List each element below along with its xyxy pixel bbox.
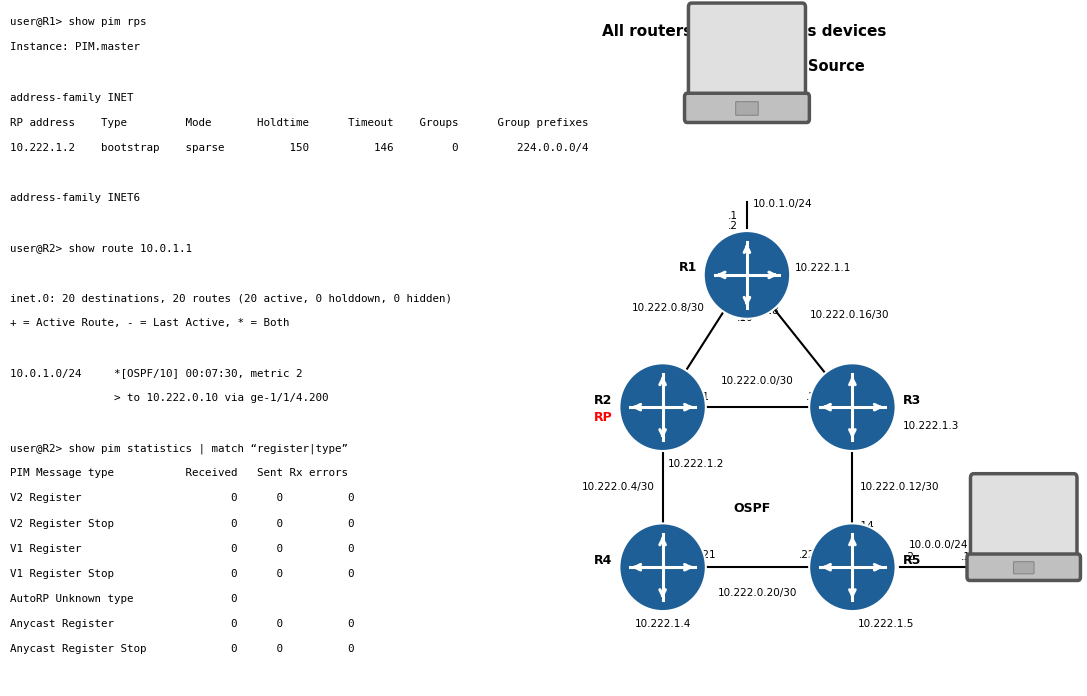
Text: PIM Message type           Received   Sent Rx errors: PIM Message type Received Sent Rx errors: [11, 468, 349, 478]
Text: .6: .6: [648, 525, 658, 535]
Text: 10.222.1.5: 10.222.1.5: [858, 619, 914, 629]
Text: R2: R2: [595, 394, 613, 406]
Text: V2 Register Stop                  0      0          0: V2 Register Stop 0 0 0: [11, 519, 355, 528]
Text: .2: .2: [727, 221, 737, 230]
Ellipse shape: [620, 523, 705, 611]
Text: user@R1> show pim rps: user@R1> show pim rps: [11, 17, 147, 27]
Text: .1: .1: [727, 211, 737, 221]
Text: .18: .18: [763, 306, 780, 316]
Text: 10.222.0.0/30: 10.222.0.0/30: [721, 377, 794, 386]
Text: 10.222.0.20/30: 10.222.0.20/30: [717, 588, 797, 598]
Text: + = Active Route, - = Last Active, * = Both: + = Active Route, - = Last Active, * = B…: [11, 318, 290, 328]
Text: RP: RP: [594, 411, 613, 424]
Text: 10.0.1.0/24     *[OSPF/10] 00:07:30, metric 2: 10.0.1.0/24 *[OSPF/10] 00:07:30, metric …: [11, 368, 303, 378]
Text: .5: .5: [648, 439, 658, 450]
Text: All routers are MX Series devices: All routers are MX Series devices: [602, 24, 886, 40]
Text: 10.222.1.1: 10.222.1.1: [795, 263, 851, 273]
Text: R4: R4: [595, 554, 613, 567]
Text: .21: .21: [699, 551, 716, 560]
Text: .1: .1: [699, 392, 710, 402]
Text: .2: .2: [905, 552, 915, 562]
Text: 10.222.0.16/30: 10.222.0.16/30: [810, 310, 890, 320]
Text: R5: R5: [902, 554, 921, 567]
Text: Source: Source: [808, 58, 864, 74]
Text: address-family INET: address-family INET: [11, 93, 134, 102]
Text: AutoRP Unknown type               0: AutoRP Unknown type 0: [11, 594, 238, 603]
Text: 10.222.0.8/30: 10.222.0.8/30: [632, 303, 704, 313]
Text: .14: .14: [858, 521, 874, 532]
Text: user@R2> show pim statistics | match “register|type”: user@R2> show pim statistics | match “re…: [11, 443, 349, 454]
Text: 10.0.1.0/24: 10.0.1.0/24: [753, 199, 813, 209]
Text: 10.222.1.4: 10.222.1.4: [635, 619, 691, 629]
FancyBboxPatch shape: [967, 554, 1080, 580]
Text: .9: .9: [662, 370, 673, 380]
Text: V1 Register                       0      0          0: V1 Register 0 0 0: [11, 544, 355, 553]
Text: .17: .17: [836, 366, 852, 377]
Text: Anycast Register Stop             0      0          0: Anycast Register Stop 0 0 0: [11, 644, 355, 654]
Text: R1: R1: [678, 262, 697, 274]
Text: .1: .1: [961, 552, 971, 562]
Text: 10.222.0.4/30: 10.222.0.4/30: [582, 482, 654, 492]
Text: Anycast Register                  0      0          0: Anycast Register 0 0 0: [11, 619, 355, 628]
Text: 10.222.1.2    bootstrap    sparse          150          146         0         22: 10.222.1.2 bootstrap sparse 150 146 0 22: [11, 143, 589, 152]
Text: user@R2> show route 10.0.1.1: user@R2> show route 10.0.1.1: [11, 243, 192, 253]
Text: V1 Register Stop                  0      0          0: V1 Register Stop 0 0 0: [11, 569, 355, 578]
Text: .13: .13: [858, 439, 874, 450]
Text: 10.0.0.0/24: 10.0.0.0/24: [909, 540, 967, 550]
Text: address-family INET6: address-family INET6: [11, 193, 140, 203]
Ellipse shape: [703, 231, 790, 319]
Text: OSPF: OSPF: [734, 502, 771, 515]
FancyBboxPatch shape: [971, 474, 1077, 566]
Text: .22: .22: [799, 551, 815, 560]
Text: 10.222.1.3: 10.222.1.3: [902, 421, 959, 431]
Text: 10.222.1.2: 10.222.1.2: [667, 459, 724, 469]
Text: RP address    Type         Mode       Holdtime      Timeout    Groups      Group: RP address Type Mode Holdtime Timeout Gr…: [11, 118, 589, 127]
Ellipse shape: [809, 363, 896, 451]
FancyBboxPatch shape: [1013, 562, 1034, 574]
Text: .10: .10: [737, 313, 753, 323]
FancyBboxPatch shape: [736, 102, 759, 116]
Text: Instance: PIM.master: Instance: PIM.master: [11, 42, 140, 52]
Ellipse shape: [809, 523, 896, 611]
FancyBboxPatch shape: [685, 93, 810, 122]
Text: inet.0: 20 destinations, 20 routes (20 active, 0 holddown, 0 hidden): inet.0: 20 destinations, 20 routes (20 a…: [11, 293, 452, 303]
Ellipse shape: [620, 363, 705, 451]
Text: 10.222.0.12/30: 10.222.0.12/30: [860, 482, 940, 492]
Text: R3: R3: [902, 394, 921, 406]
Text: .2: .2: [805, 392, 815, 402]
Text: > to 10.222.0.10 via ge-1/1/4.200: > to 10.222.0.10 via ge-1/1/4.200: [11, 393, 329, 403]
Text: V2 Register                       0      0          0: V2 Register 0 0 0: [11, 493, 355, 503]
FancyBboxPatch shape: [688, 3, 805, 105]
